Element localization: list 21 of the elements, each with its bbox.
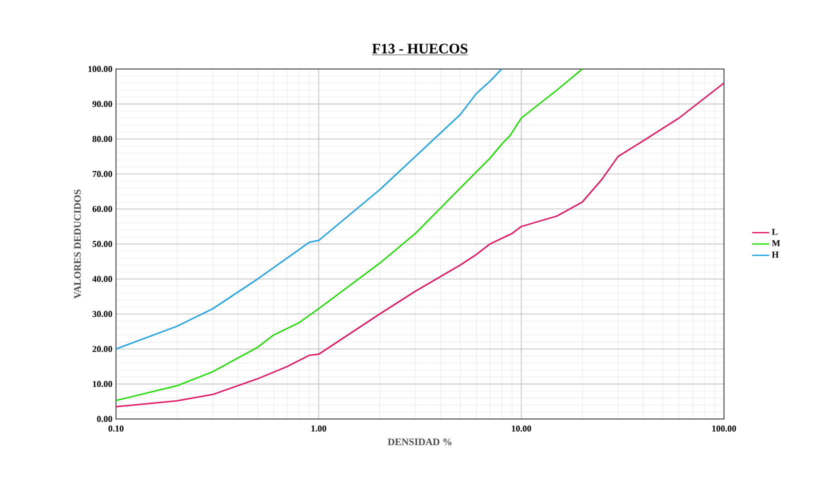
- y-tick-label: 20.00: [92, 346, 112, 352]
- y-tick-label: 30.00: [92, 310, 112, 318]
- y-tick-label: 40.00: [92, 276, 112, 282]
- chart-title: F13 - HUECOS: [372, 44, 468, 54]
- x-tick-label: 0.10: [108, 426, 124, 432]
- x-tick-label: 10.00: [512, 426, 532, 432]
- x-tick-label: 100.00: [712, 426, 736, 432]
- y-tick-label: 60.00: [92, 206, 112, 212]
- legend-label: H: [772, 252, 779, 258]
- y-tick-label: 70.00: [92, 170, 112, 178]
- y-tick-label: 50.00: [92, 240, 112, 248]
- x-tick-label: 1.00: [312, 426, 326, 432]
- y-tick-label: 10.00: [92, 380, 112, 388]
- legend-label: L: [772, 228, 778, 235]
- y-tick-label: 100.00: [88, 66, 112, 72]
- legend-label: M: [772, 240, 780, 246]
- y-axis-title: VALORES DEDUCIDOS: [74, 190, 81, 299]
- y-tick-label: 0.00: [97, 416, 112, 422]
- y-tick-label: 90.00: [92, 100, 112, 108]
- x-axis-title: DENSIDAD %: [388, 438, 452, 446]
- y-tick-label: 80.00: [92, 136, 112, 142]
